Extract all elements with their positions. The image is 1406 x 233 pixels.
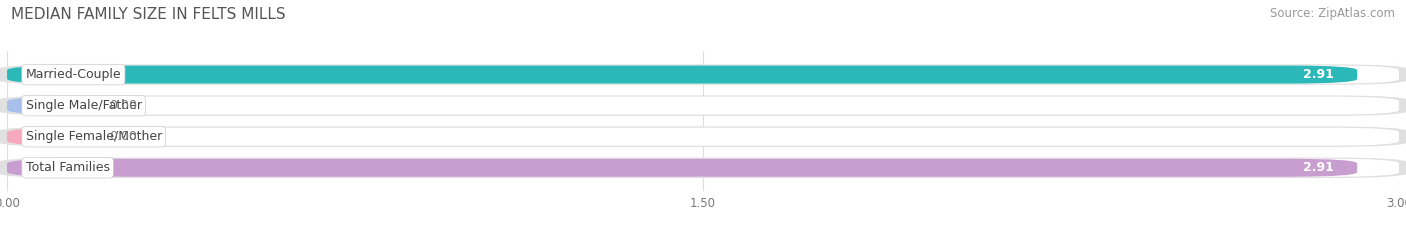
FancyBboxPatch shape	[7, 128, 1399, 146]
Text: Married-Couple: Married-Couple	[25, 68, 121, 81]
Text: 0.00: 0.00	[110, 130, 138, 143]
FancyBboxPatch shape	[0, 95, 1406, 116]
Text: MEDIAN FAMILY SIZE IN FELTS MILLS: MEDIAN FAMILY SIZE IN FELTS MILLS	[11, 7, 285, 22]
FancyBboxPatch shape	[7, 128, 90, 146]
FancyBboxPatch shape	[7, 159, 1399, 177]
FancyBboxPatch shape	[7, 159, 1357, 177]
Text: Source: ZipAtlas.com: Source: ZipAtlas.com	[1270, 7, 1395, 20]
Text: Single Female/Mother: Single Female/Mother	[25, 130, 162, 143]
FancyBboxPatch shape	[7, 97, 90, 115]
Text: 2.91: 2.91	[1303, 68, 1334, 81]
Text: 2.91: 2.91	[1303, 161, 1334, 174]
FancyBboxPatch shape	[0, 64, 1406, 85]
Text: Single Male/Father: Single Male/Father	[25, 99, 142, 112]
Text: Total Families: Total Families	[25, 161, 110, 174]
FancyBboxPatch shape	[7, 97, 1399, 115]
FancyBboxPatch shape	[7, 65, 1357, 84]
FancyBboxPatch shape	[7, 65, 1399, 84]
Text: 0.00: 0.00	[110, 99, 138, 112]
FancyBboxPatch shape	[0, 158, 1406, 178]
FancyBboxPatch shape	[0, 127, 1406, 147]
